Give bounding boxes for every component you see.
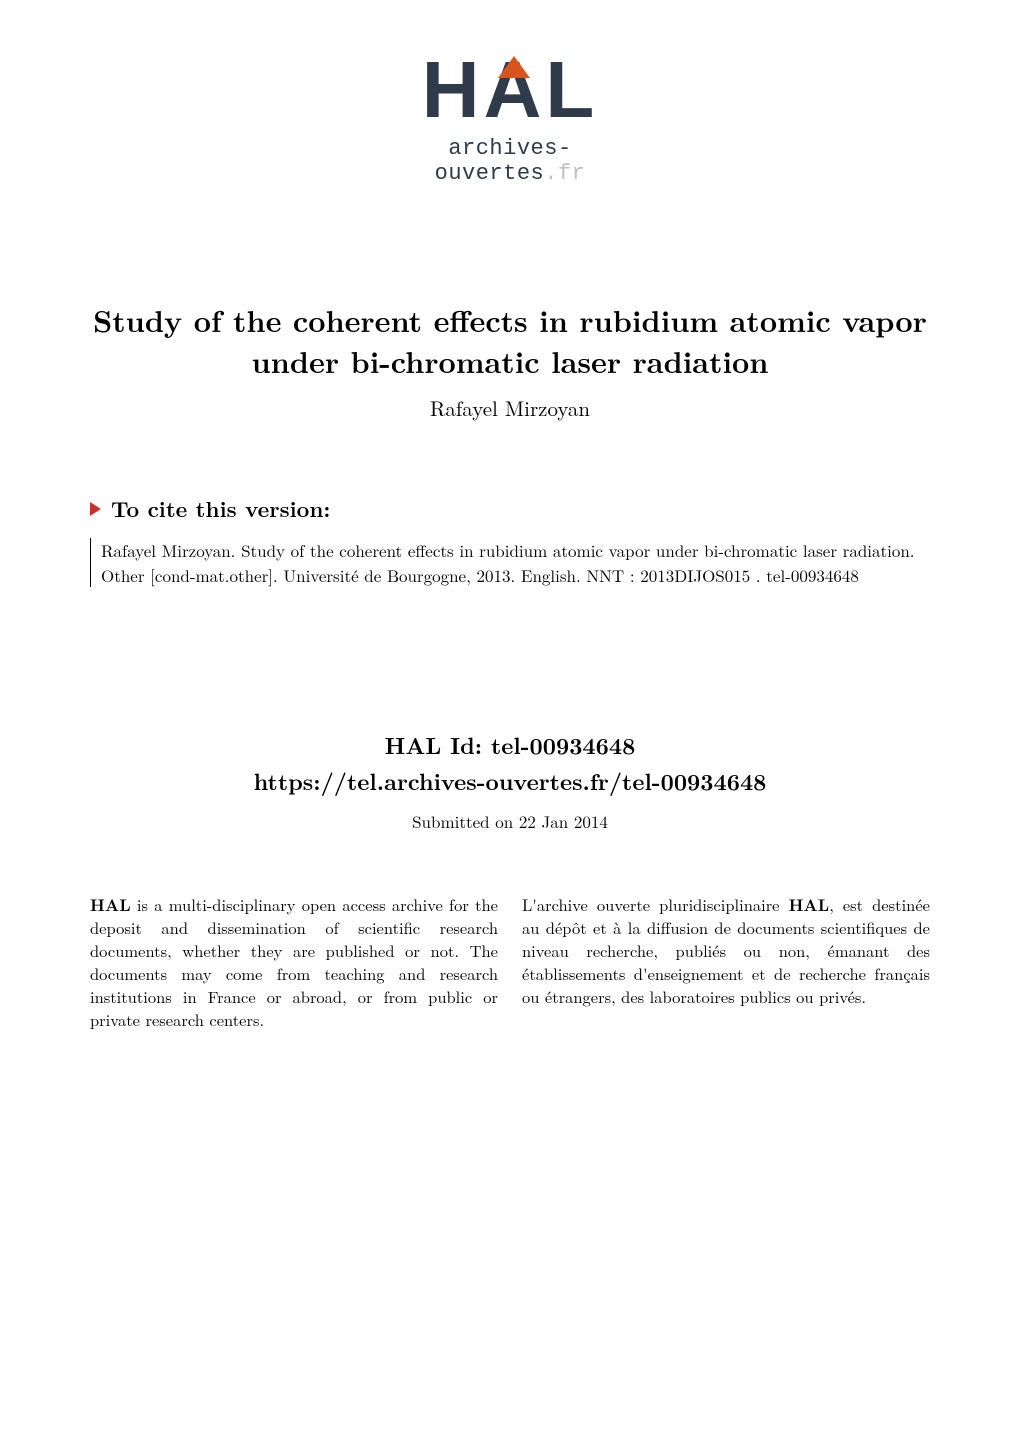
hal-logo-text: HAL xyxy=(375,50,645,130)
paper-author: Rafayel Mirzoyan xyxy=(90,393,930,423)
logo-subtitle-suffix: .fr xyxy=(544,161,585,186)
cite-body: Rafayel Mirzoyan. Study of the coherent … xyxy=(90,538,930,587)
hal-logo: HAL archives-ouvertes.fr xyxy=(90,50,930,190)
hal-text-fr-pre: L'archive ouverte pluridisciplinaire xyxy=(522,892,789,916)
triangle-marker-icon xyxy=(90,502,101,516)
hal-description-fr: L'archive ouverte pluridisciplinaire HAL… xyxy=(522,893,930,1032)
logo-letter-h: H xyxy=(422,45,484,134)
cite-heading-text: To cite this version: xyxy=(111,493,330,524)
cite-heading: To cite this version: xyxy=(90,493,930,524)
hal-id-value: tel-00934648 xyxy=(491,728,635,761)
paper-title-line2: under bi-chromatic laser radiation xyxy=(252,339,769,382)
hal-description-columns: HAL is a multi-disciplinary open access … xyxy=(90,893,930,1032)
hal-logo-subtitle: archives-ouvertes.fr xyxy=(375,136,645,186)
hal-text-en: is a multi-disciplinary open access arch… xyxy=(90,892,498,1031)
hal-description-en: HAL is a multi-disciplinary open access … xyxy=(90,893,498,1032)
logo-letter-l: L xyxy=(545,45,598,134)
hal-bold-en: HAL xyxy=(90,892,131,916)
hal-bold-fr: HAL xyxy=(789,892,830,916)
submitted-date: Submitted on 22 Jan 2014 xyxy=(90,809,930,833)
hal-id-label: HAL Id: xyxy=(385,728,491,761)
cite-block: To cite this version: Rafayel Mirzoyan. … xyxy=(90,493,930,587)
paper-title-line1: Study of the coherent effects in rubidiu… xyxy=(93,298,927,341)
hal-id-block: HAL Id: tel-00934648 https://tel.archive… xyxy=(90,727,930,798)
hal-url[interactable]: https://tel.archives-ouvertes.fr/tel-009… xyxy=(90,763,930,799)
logo-letter-a: A xyxy=(484,50,546,130)
hal-id-line: HAL Id: tel-00934648 xyxy=(90,727,930,763)
paper-title: Study of the coherent effects in rubidiu… xyxy=(90,300,930,381)
